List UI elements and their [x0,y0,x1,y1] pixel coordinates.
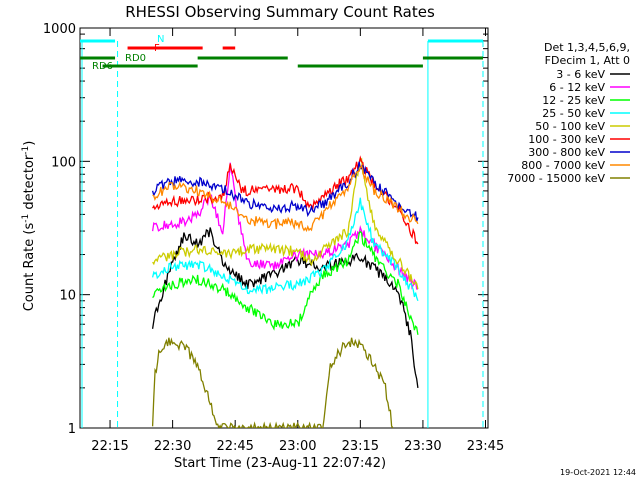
x-tick-label-3: 23:00 [279,439,316,454]
x-tick-label-6: 23:45 [467,439,504,454]
x-axis-label: Start Time (23-Aug-11 22:07:42) [174,456,386,471]
x-tick-label-4: 23:15 [342,439,379,454]
series-line-7 [152,163,419,233]
status-label-f: F [154,43,160,54]
y-tick-label-1: 10 [59,289,76,304]
x-axis-ticks: 22:15 22:30 22:45 23:00 23:15 23:30 23:45 [91,28,504,454]
y-label-sup2: -1 [21,146,31,155]
y-axis-ticks: 1 10 100 1000 [43,22,488,437]
plot-frame [79,27,489,429]
series-line-6 [151,161,419,222]
legend-label-5: 100 - 300 keV [528,133,605,146]
legend-label-1: 6 - 12 keV [549,81,605,94]
x-tick-label-0: 22:15 [91,439,128,454]
status-label-rd0: RD0 [125,53,146,64]
series-line-5 [152,155,419,245]
y-tick-label-0: 1 [68,422,76,437]
x-tick-label-1: 22:30 [154,439,191,454]
y-label-sup1: -1 [21,214,31,223]
legend-label-2: 12 - 25 keV [542,94,605,107]
series-line-2 [152,230,419,335]
footer-date: 19-Oct-2021 12:44 [560,468,636,477]
y-axis-label: Count Rate (s-1 detector-1) [21,141,37,312]
status-label-n: N [157,34,164,45]
y-label-end: ) [22,141,37,146]
series-line-0 [151,227,419,388]
legend-label-3: 25 - 50 keV [542,107,605,120]
x-tick-label-2: 22:45 [216,439,253,454]
series-line-4 [152,157,419,290]
status-label-rd6: RD6 [92,61,113,72]
legend-header-2: FDecim 1, Att 0 [545,54,630,67]
x-tick-label-5: 23:30 [404,439,441,454]
series-line-3 [151,197,419,302]
y-label-mid: detector [22,154,37,214]
y-label-main: Count Rate (s [22,223,37,312]
y-tick-label-3: 1000 [43,22,76,37]
legend-label-4: 50 - 100 keV [535,120,605,133]
legend-label-8: 7000 - 15000 keV [507,172,605,185]
legend-label-6: 300 - 800 keV [528,146,605,159]
legend-label-0: 3 - 6 keV [556,68,605,81]
legend-label-7: 800 - 7000 keV [521,159,605,172]
series-line-8 [151,337,394,428]
legend-header-1: Det 1,3,4,5,6,9, [544,41,630,54]
series-lines [151,155,419,428]
chart-title: RHESSI Observing Summary Count Rates [125,3,435,21]
status-bars: NF RD0 RD6 [80,34,484,428]
y-tick-label-2: 100 [51,155,76,170]
